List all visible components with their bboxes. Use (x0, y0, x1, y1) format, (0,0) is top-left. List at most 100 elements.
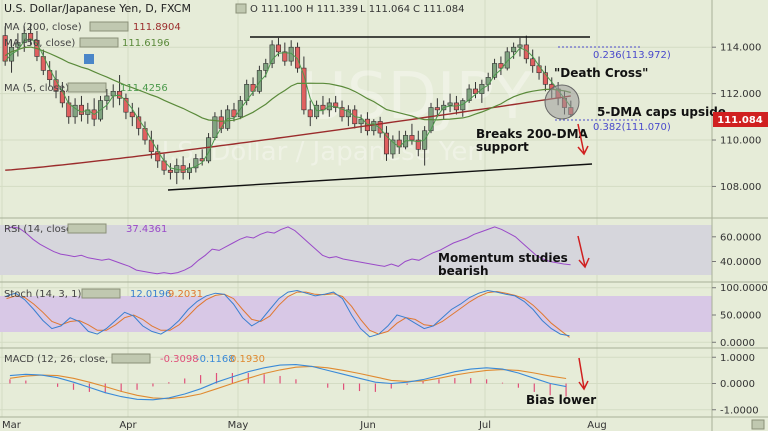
bear-candle (231, 109, 237, 118)
bear-candle (218, 116, 224, 129)
macd-line-value: -0.1168 (196, 354, 235, 365)
bear-candle (2, 35, 8, 62)
eye-icon[interactable] (235, 3, 247, 14)
bull-candle (447, 102, 453, 106)
bear-candle (415, 139, 421, 150)
ma200-value: 111.8904 (133, 22, 181, 33)
ma50-label: MA (50, close) (4, 38, 75, 49)
collapse-icon[interactable] (84, 54, 94, 64)
x-tick-label: Jul (478, 420, 491, 431)
stoch-band (0, 296, 712, 332)
lower-trendline (167, 163, 593, 191)
bear-candle (536, 65, 542, 74)
bear-candle (530, 58, 536, 67)
rsi-band (0, 225, 712, 275)
bear-candle (275, 44, 281, 53)
y-tick-label: -1.0000 (720, 405, 759, 416)
bull-candle (15, 42, 21, 48)
momentum-label-1: Momentum studies (438, 251, 568, 265)
arrow-macd (578, 357, 589, 391)
rsi-label: RSI (14, close) (4, 224, 76, 235)
rsi-value: 37.4361 (126, 224, 167, 235)
bear-candle (129, 111, 135, 118)
bear-candle (123, 97, 129, 113)
stoch-d-line (6, 290, 570, 338)
y-tick-label: 112.000 (720, 89, 761, 100)
ma5-settings-icon[interactable] (67, 82, 107, 93)
bear-candle (333, 102, 339, 108)
fib-236-label: 0.236(113.972) (593, 50, 671, 61)
ma200-settings-icon[interactable] (89, 21, 129, 32)
x-tick-label: Apr (119, 420, 137, 431)
ma50-settings-icon[interactable] (79, 37, 119, 48)
bear-candle (142, 128, 148, 141)
bull-candle (288, 46, 294, 62)
bull-candle (269, 44, 275, 64)
bear-candle (301, 67, 307, 111)
bear-candle (167, 169, 173, 173)
bull-candle (72, 104, 78, 118)
momentum-label-2: bearish (438, 264, 489, 278)
caps-upside-label: 5-DMA caps upside (597, 105, 726, 119)
bear-candle (339, 107, 345, 118)
bull-candle (492, 63, 498, 78)
y-tick-label: 40.0000 (720, 257, 761, 268)
bear-candle (542, 72, 548, 85)
arrow-rsi (577, 235, 590, 269)
y-axis-labels: 108.000 110.000 112.000 114.000 40.0000 60.00… (712, 43, 768, 416)
stoch-settings-icon[interactable] (81, 288, 121, 299)
bull-candle (21, 32, 27, 43)
ohlc-open: O 111.100 (250, 4, 302, 15)
stoch-k-line (6, 289, 570, 338)
y-tick-label: 0.0000 (720, 338, 755, 349)
death-cross-circle (544, 84, 580, 120)
bear-candle (295, 46, 301, 69)
bear-candle (282, 51, 288, 62)
y-tick-label: 50.0000 (720, 311, 761, 322)
chart-settings-icon[interactable] (751, 419, 765, 430)
breaks-support-label-1: Breaks 200-DMA (476, 127, 589, 141)
x-tick-label: May (228, 420, 249, 431)
bull-candle (390, 139, 396, 155)
macd-signal-line (9, 365, 567, 400)
ma200-line (5, 95, 571, 171)
bull-candle (466, 88, 472, 101)
x-tick-label: Aug (587, 420, 607, 431)
y-tick-label: 114.000 (720, 43, 761, 54)
ma50-line (4, 46, 571, 122)
rsi-settings-icon[interactable] (67, 223, 107, 234)
bear-candle (180, 165, 186, 173)
bear-candle (28, 32, 34, 41)
y-tick-label: 110.000 (720, 136, 761, 147)
bull-candle (504, 51, 510, 69)
y-tick-label: 1.0000 (720, 353, 755, 364)
ohlc-high: H 111.339 (306, 4, 358, 15)
bear-candle (409, 135, 415, 141)
arrow-price (577, 123, 589, 156)
bear-candle (78, 104, 84, 115)
bear-candle (498, 63, 504, 69)
bull-candle (511, 46, 517, 53)
bull-candle (104, 95, 110, 101)
breaks-support-label-2: support (476, 140, 529, 154)
macd-settings-icon[interactable] (111, 353, 151, 364)
macd-hist-value: -0.3098 (160, 354, 199, 365)
symbol-title: U.S. Dollar/Japanese Yen, D, FXCM (4, 2, 191, 15)
bear-candle (383, 132, 390, 155)
stoch-label: Stoch (14, 3, 1) (4, 289, 81, 300)
y-tick-label: 60.0000 (720, 232, 761, 243)
bull-candle (193, 158, 199, 169)
death-cross-label: "Death Cross" (554, 66, 648, 80)
ma5-label: MA (5, close) (4, 83, 69, 94)
bear-candle (47, 70, 53, 80)
macd-line (9, 364, 567, 401)
ma50-value: 111.6196 (122, 38, 170, 49)
moving-average-lines (4, 38, 572, 171)
bias-lower-label: Bias lower (526, 393, 596, 407)
price-tag-value: 111.084 (717, 115, 763, 126)
bull-candle (358, 118, 364, 125)
ohlc-low: L 111.064 (360, 4, 410, 15)
rsi-panel (5, 226, 571, 275)
bear-candle (472, 88, 479, 94)
